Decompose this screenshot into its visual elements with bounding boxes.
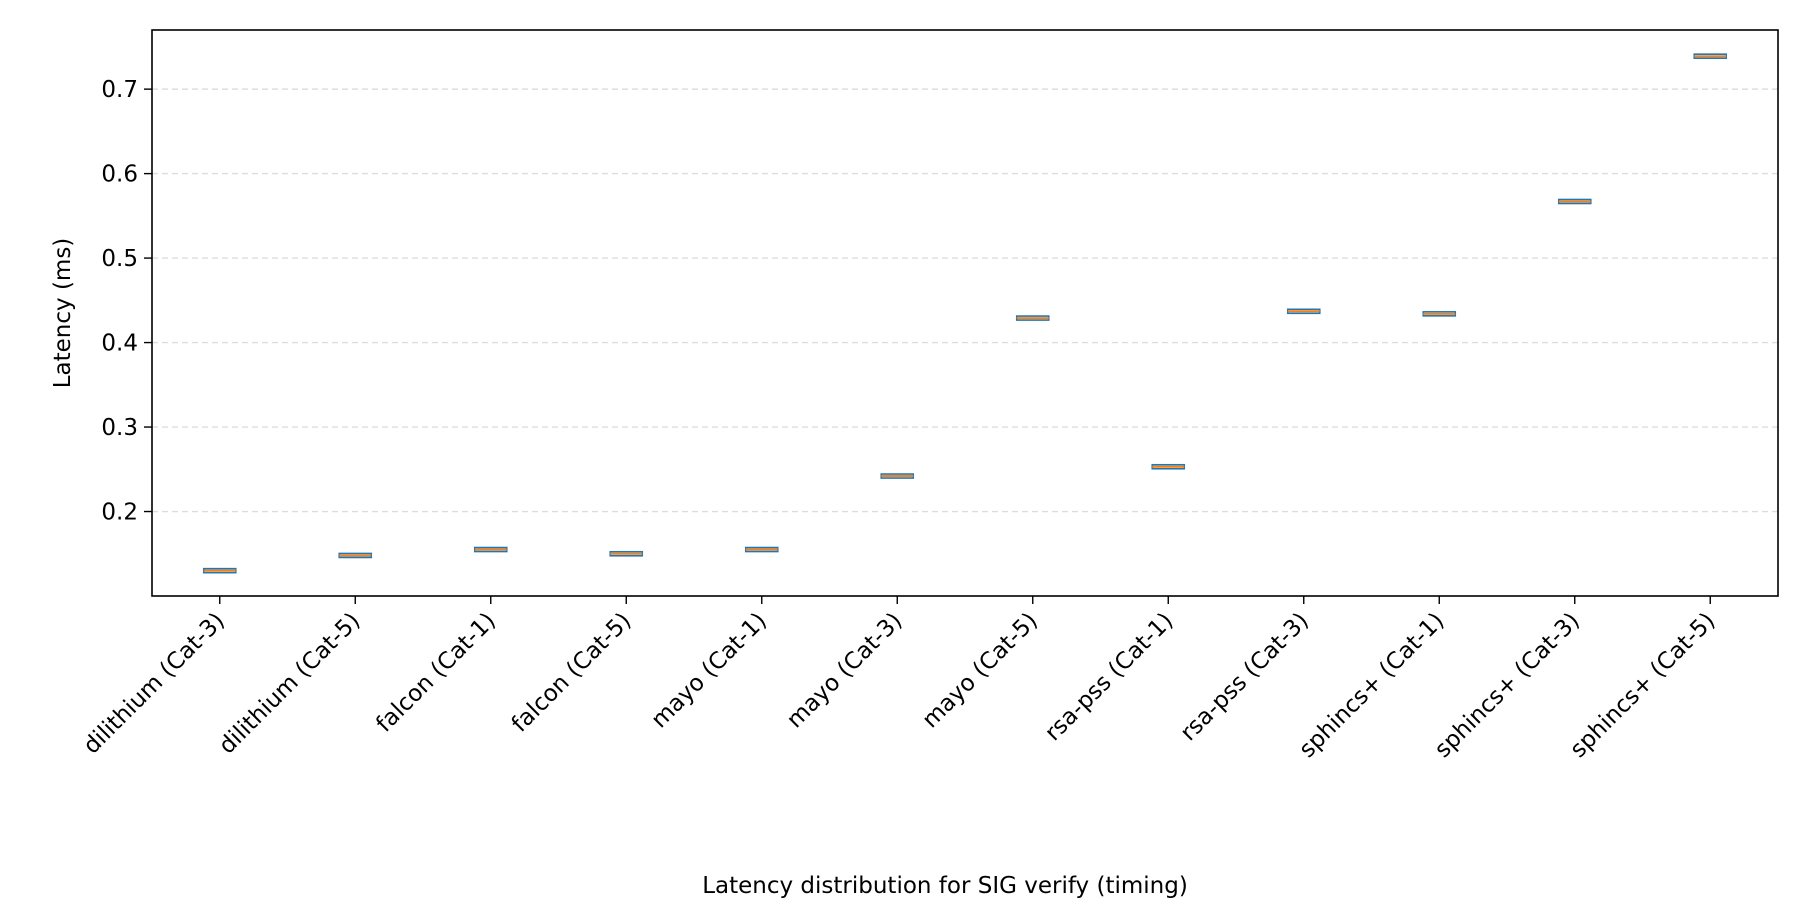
x-tick-label: sphincs+ (Cat-3): [1430, 608, 1585, 763]
box-5: [880, 473, 915, 479]
y-tick-label: 0.5: [101, 246, 138, 272]
box-6: [1015, 315, 1050, 321]
x-tick-label: mayo (Cat-3): [782, 608, 908, 734]
box-7: [1151, 463, 1186, 470]
latency-boxes: [202, 53, 1728, 574]
box-0: [202, 567, 237, 574]
y-tick-label: 0.2: [101, 500, 138, 526]
box-2: [473, 546, 508, 553]
box-1: [338, 552, 373, 559]
box-3: [609, 550, 644, 557]
y-tick-label: 0.4: [101, 331, 138, 357]
x-tick-label: falcon (Cat-5): [507, 608, 637, 738]
y-tick-label: 0.3: [101, 415, 138, 441]
x-axis-label: Latency distribution for SIG verify (tim…: [702, 873, 1188, 899]
x-tick-label: dilithium (Cat-5): [214, 608, 365, 759]
x-tick-label: dilithium (Cat-3): [79, 608, 230, 759]
x-tick-label: sphincs+ (Cat-5): [1565, 608, 1720, 763]
box-10: [1557, 198, 1592, 205]
x-tick-label: sphincs+ (Cat-1): [1294, 608, 1449, 763]
x-tick-label: mayo (Cat-5): [917, 608, 1043, 734]
box-4: [744, 546, 779, 553]
box-9: [1422, 311, 1457, 317]
box-11: [1693, 53, 1728, 59]
y-tick-label: 0.7: [101, 77, 138, 103]
y-axis-label: Latency (ms): [50, 238, 76, 389]
box-8: [1286, 308, 1321, 315]
grid-lines: [152, 88, 1778, 513]
x-axis-ticks: dilithium (Cat-3)dilithium (Cat-5) falcon…: [79, 596, 1720, 763]
x-tick-label: mayo (Cat-1): [646, 608, 772, 734]
x-tick-label: falcon (Cat-1): [371, 608, 501, 738]
x-tick-label: rsa-pss (Cat-1): [1040, 608, 1178, 746]
plot-area-frame: [151, 29, 1779, 597]
y-tick-label: 0.6: [101, 162, 138, 188]
x-tick-label: rsa-pss (Cat-3): [1176, 608, 1314, 746]
y-axis-ticks: 0.2 0.3 0.4 0.5 0.6 0.7: [101, 77, 152, 526]
